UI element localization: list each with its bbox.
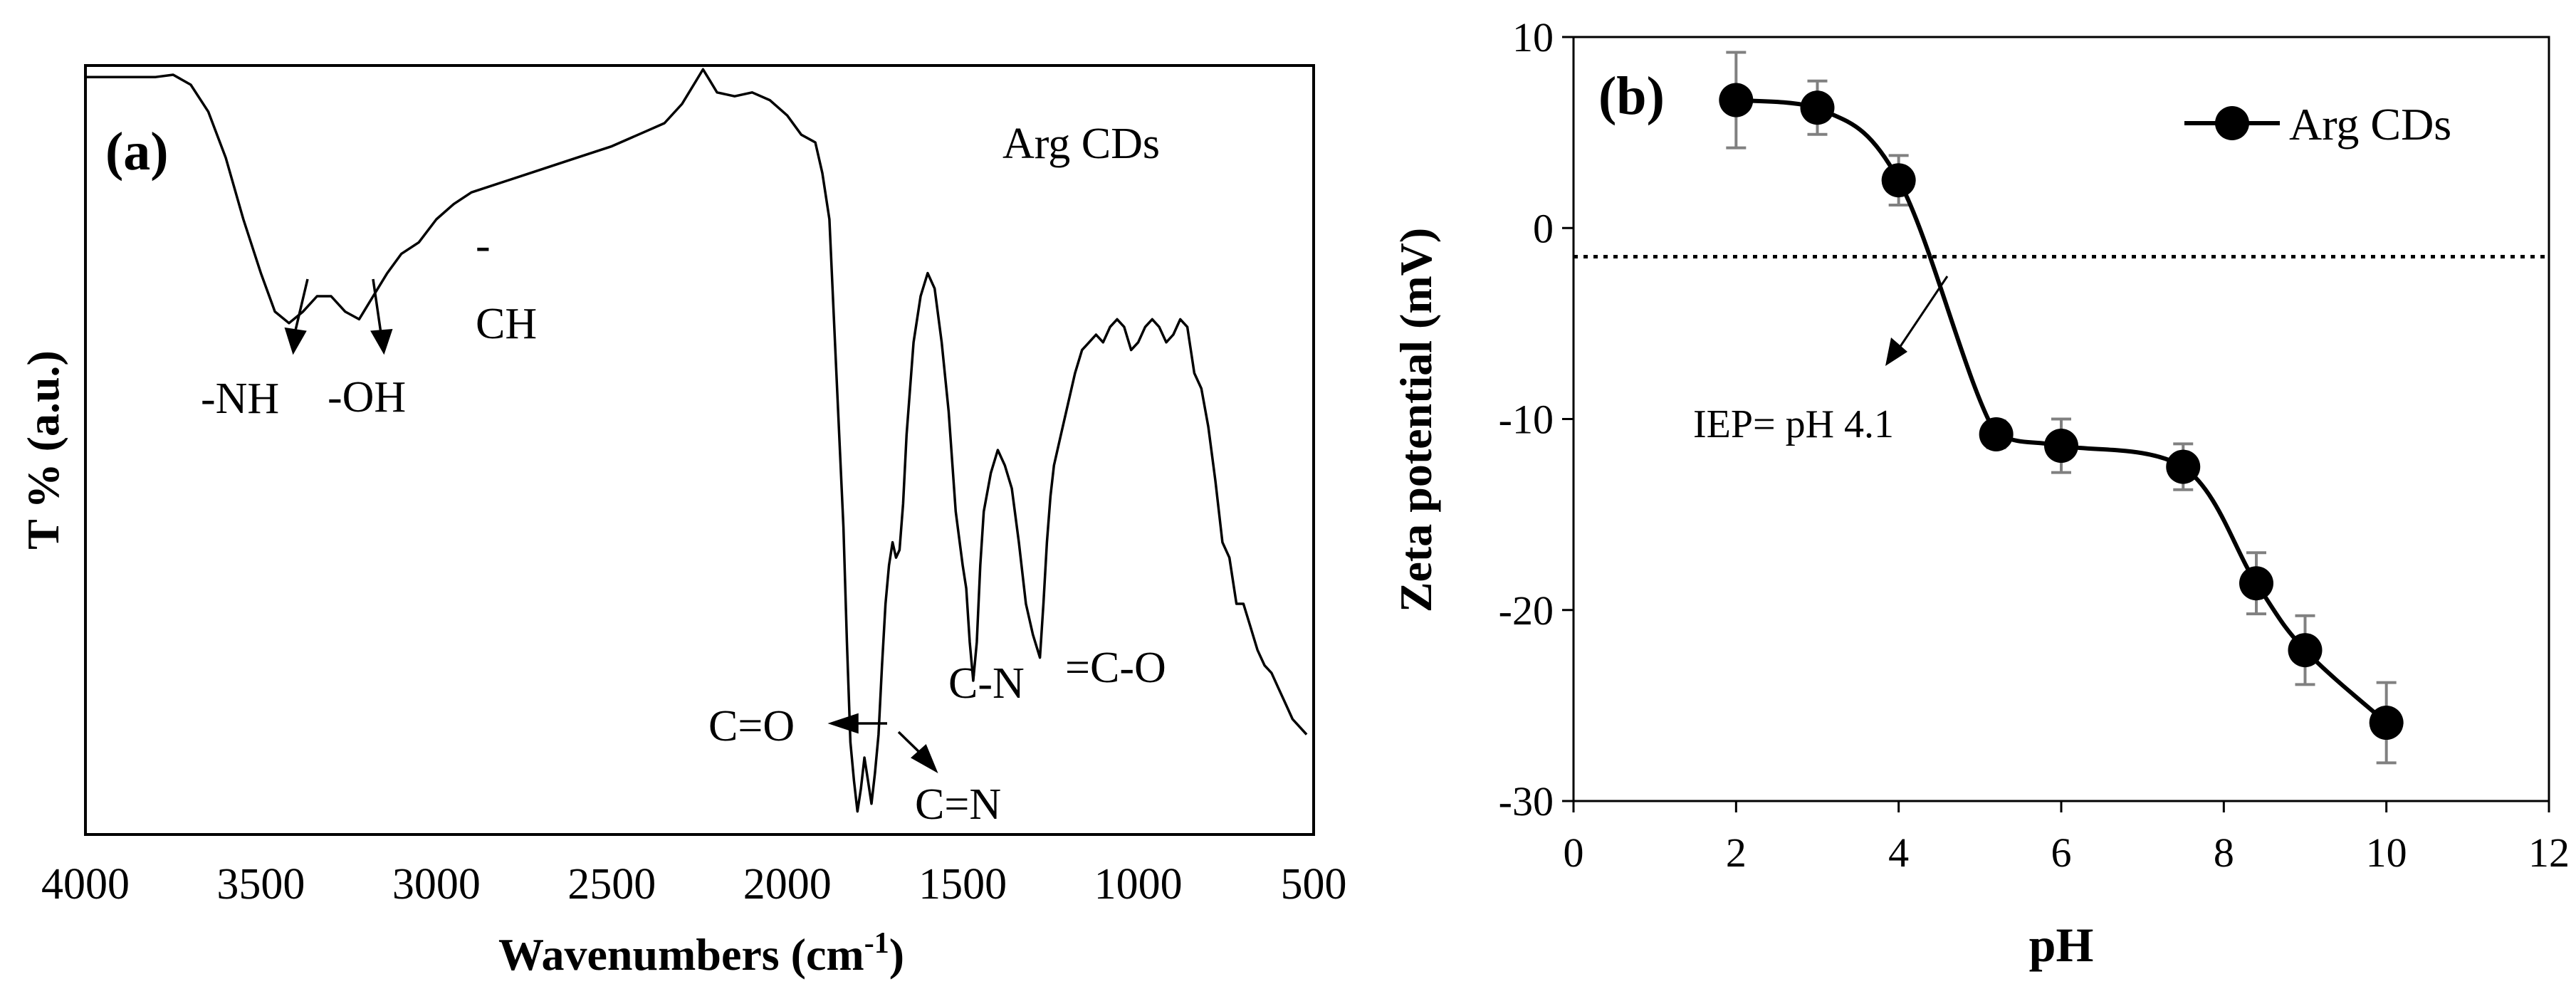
zeta-data-point — [2044, 429, 2078, 464]
ftir-x-tick-label: 4000 — [41, 860, 130, 909]
ftir-y-axis-label: T % (a.u.) — [18, 350, 68, 550]
zeta-x-tick-label: 10 — [2366, 830, 2407, 876]
ftir-panel: 4000 3500 3000 2500 2000 1500 1000 500 (a) Arg … — [18, 64, 1347, 980]
co-single-label: =C-O — [1065, 644, 1166, 692]
ftir-x-ticks: 4000 3500 3000 2500 2000 1500 1000 500 — [41, 860, 1347, 909]
ftir-x-axis-label: Wavenumbers (cm-1) — [498, 927, 904, 980]
ftir-x-tick-label: 1500 — [918, 860, 1007, 909]
zeta-data-point — [2166, 449, 2201, 484]
ch-label: CH — [476, 300, 537, 348]
ftir-spectrum-line — [85, 68, 1308, 813]
ch-dash-label: - — [476, 221, 491, 270]
zeta-data-point — [2288, 633, 2323, 668]
ftir-x-tick-label: 500 — [1281, 860, 1347, 909]
co-arrowhead — [827, 713, 859, 734]
zeta-x-tick-label: 4 — [1888, 830, 1909, 876]
nh-arrowhead — [284, 327, 307, 355]
zeta-x-tick-label: 8 — [2214, 830, 2234, 876]
ftir-x-tick-label: 2500 — [567, 860, 656, 909]
zeta-x-tick-label: 0 — [1564, 830, 1584, 876]
nh-arrow — [293, 278, 309, 334]
ftir-x-tick-label: 1000 — [1094, 860, 1183, 909]
zeta-data-point — [1800, 90, 1835, 125]
zeta-y-tick-label: -20 — [1499, 587, 1554, 634]
ftir-x-tick-label: 2000 — [743, 860, 832, 909]
ftir-plot-frame — [84, 64, 1315, 836]
zeta-data-point — [2369, 706, 2404, 741]
ftir-annotation-arrows — [284, 278, 938, 773]
zeta-data-point — [1719, 83, 1754, 117]
zeta-y-tick-label: 0 — [1533, 205, 1554, 251]
nh-label: -NH — [201, 375, 279, 423]
zeta-panel: -30 -20 -10 0 10 0 2 4 6 8 10 12 IEP= pH 4.1 (b) A… — [1391, 14, 2570, 972]
cn-double-arrowhead — [911, 744, 938, 773]
zeta-x-tick-label: 6 — [2051, 830, 2072, 876]
zeta-y-axis-label: Zeta potential (mV) — [1391, 228, 1441, 612]
zeta-legend: Arg CDs — [2184, 99, 2451, 150]
zeta-y-tick-label: -10 — [1499, 397, 1554, 443]
zeta-data-point — [1979, 417, 2014, 451]
ftir-legend-text: Arg CDs — [1002, 120, 1160, 168]
cn-double-label: C=N — [915, 780, 1001, 829]
cn-single-label: C-N — [948, 659, 1025, 708]
oh-arrowhead — [370, 329, 393, 355]
zeta-panel-label: (b) — [1598, 66, 1665, 126]
zeta-y-tick-label: 10 — [1512, 14, 1554, 61]
legend-marker — [2215, 106, 2249, 140]
zeta-x-tick-label: 12 — [2528, 830, 2570, 876]
zeta-y-tick-label: -30 — [1499, 778, 1554, 825]
zeta-x-tick-label: 2 — [1726, 830, 1747, 876]
iep-arrowhead — [1885, 337, 1907, 366]
oh-label: -OH — [328, 373, 406, 422]
zeta-x-ticks: 0 2 4 6 8 10 12 — [1564, 801, 2570, 876]
zeta-data-point — [1881, 163, 1916, 198]
ftir-x-tick-label: 3500 — [216, 860, 305, 909]
co-label: C=O — [708, 702, 795, 750]
oh-arrow — [372, 278, 382, 334]
iep-arrow — [1898, 276, 1949, 348]
zeta-data-point — [2239, 566, 2273, 601]
zeta-data-points — [1719, 83, 2404, 741]
zeta-x-axis-label: pH — [2029, 918, 2094, 972]
ftir-x-tick-label: 3000 — [392, 860, 481, 909]
ftir-panel-label: (a) — [105, 122, 169, 182]
legend-entry: Arg CDs — [2289, 99, 2451, 150]
iep-annotation: IEP= pH 4.1 — [1693, 402, 1894, 446]
zeta-y-ticks: -30 -20 -10 0 10 — [1499, 14, 1574, 825]
cn-double-arrow — [897, 731, 923, 756]
